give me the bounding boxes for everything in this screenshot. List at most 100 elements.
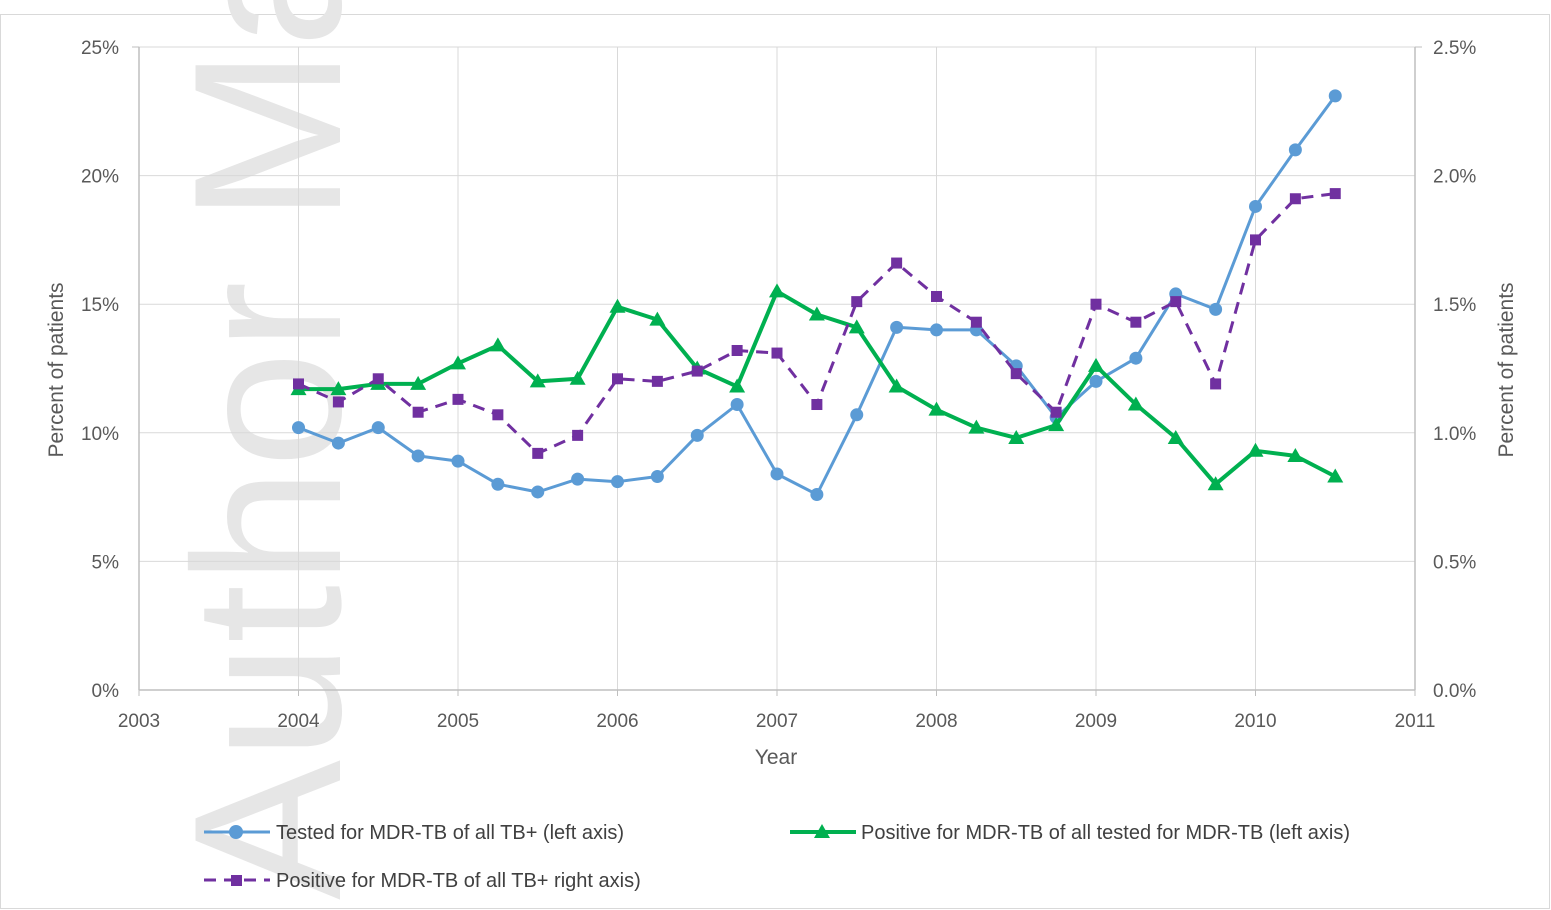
data-point-square — [811, 399, 823, 411]
x-tick-label: 2005 — [437, 711, 479, 732]
data-point-triangle — [1088, 357, 1104, 372]
data-point-circle — [850, 408, 864, 422]
x-axis-ticks: 2003 2004 2005 2006 2007 2008 2009 2010 2011 — [118, 690, 1435, 732]
data-point-square — [1010, 368, 1022, 380]
data-point-square — [572, 429, 584, 441]
data-point-square — [1130, 316, 1142, 328]
data-point-triangle — [1207, 476, 1224, 491]
data-point-square — [931, 290, 942, 302]
data-point-circle — [451, 454, 465, 468]
right-y-tick-label: 0.0% — [1433, 681, 1476, 702]
left-y-tick-label: 10% — [81, 424, 119, 445]
data-point-square — [1289, 193, 1301, 205]
data-point-triangle — [569, 370, 586, 385]
data-point-circle — [1129, 351, 1143, 365]
data-point-square — [1170, 296, 1182, 308]
data-point-triangle — [450, 355, 466, 370]
data-point-square — [851, 296, 863, 308]
x-tick-label: 2010 — [1234, 711, 1276, 732]
data-point-triangle — [489, 337, 506, 352]
data-point-circle — [491, 477, 505, 491]
right-y-axis-title: Percent of patients — [1495, 282, 1518, 457]
left-y-tick-label: 20% — [81, 167, 119, 188]
legend-label-positive-tested: Positive for MDR-TB of all tested for MD… — [861, 822, 1350, 844]
data-point-triangle — [529, 373, 546, 388]
data-point-triangle — [1048, 417, 1065, 432]
data-point-circle — [890, 320, 904, 334]
data-point-triangle — [1167, 429, 1184, 444]
right-axis-ticks: 0.0% 0.5% 1.0% 1.5% 2.0% 2.5% — [1433, 38, 1476, 702]
legend-item-positive-all: Positive for MDR-TB of all TB+ right axi… — [204, 870, 641, 892]
x-tick-label: 2008 — [915, 711, 957, 732]
left-y-tick-label: 5% — [92, 552, 120, 573]
x-tick-label: 2006 — [596, 711, 638, 732]
data-point-circle — [1089, 374, 1103, 388]
data-point-circle — [1209, 302, 1223, 316]
right-y-tick-label: 1.0% — [1433, 424, 1476, 445]
data-point-triangle — [1127, 396, 1144, 411]
x-axis-title: Year — [755, 746, 797, 769]
legend-square-marker — [231, 875, 242, 886]
series-3 — [293, 188, 1341, 459]
data-point-square — [612, 373, 623, 385]
data-point-circle — [331, 436, 345, 450]
data-point-triangle — [649, 311, 666, 326]
data-point-circle — [611, 475, 624, 489]
data-point-square — [1210, 378, 1222, 390]
left-y-tick-label: 0% — [92, 681, 120, 702]
right-y-tick-label: 2.5% — [1433, 38, 1476, 59]
left-y-tick-label: 15% — [81, 295, 119, 316]
data-point-square — [691, 365, 703, 377]
legend: Tested for MDR-TB of all TB+ (left axis)… — [204, 822, 1350, 892]
data-point-square — [771, 347, 783, 359]
legend-label-positive-all: Positive for MDR-TB of all TB+ right axi… — [276, 870, 641, 892]
data-point-square — [452, 393, 464, 405]
data-point-circle — [730, 398, 744, 412]
watermark: Author Manuscript — [150, 0, 385, 900]
x-tick-label: 2009 — [1075, 711, 1117, 732]
data-point-square — [372, 373, 384, 385]
legend-item-tested: Tested for MDR-TB of all TB+ (left axis) — [204, 822, 624, 844]
data-series — [290, 89, 1344, 502]
data-point-circle — [411, 449, 425, 463]
data-point-triangle — [808, 306, 825, 321]
data-point-triangle — [848, 319, 865, 334]
data-point-triangle — [609, 298, 626, 313]
data-point-triangle — [769, 283, 785, 298]
data-point-square — [1329, 188, 1341, 200]
data-point-triangle — [1327, 468, 1344, 483]
data-point-square — [1050, 406, 1062, 418]
data-point-circle — [371, 421, 385, 435]
data-point-circle — [292, 421, 305, 435]
data-point-square — [332, 396, 344, 408]
series-1 — [292, 89, 1342, 502]
data-point-circle — [690, 428, 704, 442]
data-point-square — [970, 316, 982, 328]
data-point-circle — [1249, 199, 1262, 213]
data-point-square — [1090, 298, 1102, 310]
data-point-circle — [770, 467, 784, 481]
data-point-square — [891, 257, 903, 269]
data-point-circle — [930, 323, 943, 337]
left-axis-ticks: 0% 5% 10% 15% 20% 25% — [81, 38, 119, 702]
right-y-tick-label: 0.5% — [1433, 552, 1476, 573]
legend-circle-marker — [229, 825, 243, 839]
legend-triangle-marker — [814, 824, 830, 838]
data-point-square — [492, 409, 504, 421]
data-point-triangle — [1287, 447, 1304, 462]
data-point-circle — [1288, 143, 1302, 157]
data-point-triangle — [330, 381, 347, 396]
left-y-tick-label: 25% — [81, 38, 119, 59]
right-y-tick-label: 2.0% — [1433, 167, 1476, 188]
gridlines — [139, 46, 1415, 690]
data-point-square — [293, 378, 304, 390]
x-tick-label: 2003 — [118, 711, 160, 732]
legend-item-positive-tested: Positive for MDR-TB of all tested for MD… — [790, 822, 1350, 844]
x-tick-label: 2004 — [277, 711, 320, 732]
data-point-square — [1250, 234, 1261, 246]
data-point-triangle — [410, 375, 427, 390]
x-tick-label: 2007 — [756, 711, 798, 732]
data-point-triangle — [928, 401, 945, 416]
data-point-circle — [810, 488, 824, 502]
